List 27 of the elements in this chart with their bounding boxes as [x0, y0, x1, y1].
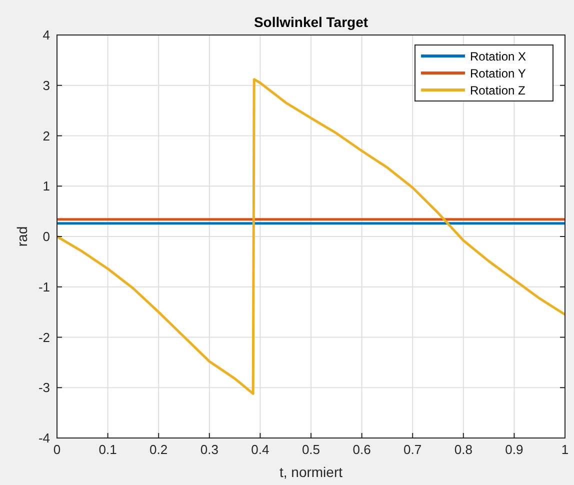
x-tick-label: 0.4	[251, 442, 270, 457]
x-tick-label: 0.6	[352, 442, 371, 457]
y-tick-label: -2	[38, 330, 50, 345]
x-axis-title: t, normiert	[279, 464, 343, 480]
y-tick-label: 1	[42, 178, 50, 194]
y-tick-label: -3	[38, 380, 50, 396]
x-tick-label: 0.5	[302, 442, 320, 457]
y-tick-label: -4	[38, 430, 50, 446]
x-tick-label: 0.9	[505, 442, 524, 457]
x-tick-label: 0	[53, 442, 61, 457]
x-tick-label: 0.3	[200, 442, 218, 457]
y-axis-title: rad	[14, 226, 30, 247]
x-tick-label: 0.2	[150, 442, 168, 457]
y-tick-label: -1	[38, 279, 50, 294]
legend-label: Rotation Y	[470, 66, 526, 80]
x-tick-label: 0.1	[98, 442, 117, 457]
y-tick-label: 3	[42, 78, 50, 93]
y-tick-label: 0	[42, 229, 50, 244]
x-tick-label: 0.8	[454, 442, 472, 457]
y-tick-label: 4	[42, 28, 50, 42]
line-series	[57, 78, 565, 395]
legend-label: Rotation X	[470, 50, 526, 64]
x-tick-label: 1	[561, 442, 569, 457]
x-tick-label: 0.7	[404, 442, 422, 457]
legend-label: Rotation Z	[470, 84, 526, 98]
chart-title: Sollwinkel Target	[254, 14, 368, 30]
y-tick-label: 2	[42, 128, 50, 144]
